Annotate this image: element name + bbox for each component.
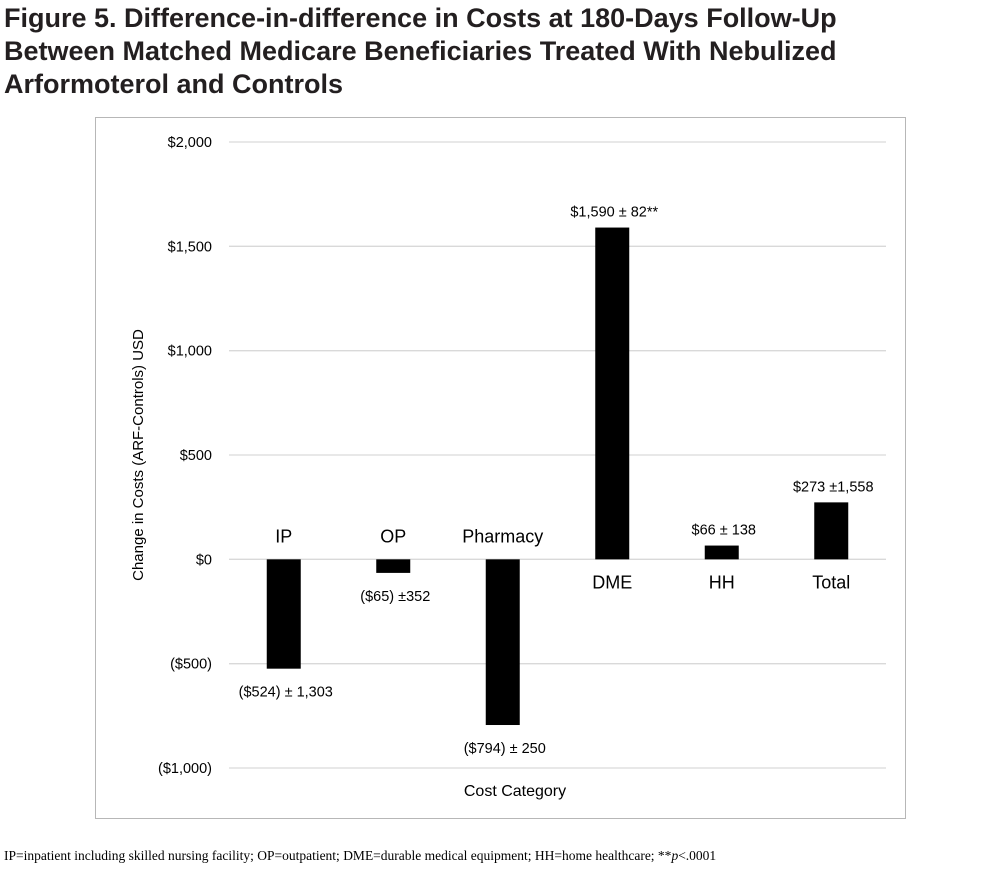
- y-tick-label: $0: [196, 552, 212, 568]
- figure-title: Figure 5. Difference-in-difference in Co…: [4, 2, 994, 101]
- figure-title-line-3: Arformoterol and Controls: [4, 69, 344, 99]
- y-tick-label: $2,000: [168, 135, 212, 151]
- bar-total: [814, 502, 849, 560]
- chart-frame: [95, 117, 906, 819]
- category-label: HH: [709, 572, 735, 592]
- bar-pharmacy: [485, 559, 520, 726]
- bar-op: [376, 559, 411, 573]
- data-label: ($524) ± 1,303: [239, 685, 333, 701]
- bar-dme: [595, 227, 630, 560]
- y-axis-label: Change in Costs (ARF-Controls) USD: [130, 329, 147, 581]
- figure-title-line-2: Between Matched Medicare Beneficiaries T…: [4, 36, 837, 66]
- category-label: DME: [592, 572, 632, 592]
- bars: [266, 227, 849, 726]
- bar-ip: [266, 559, 301, 669]
- y-tick-labels: $2,000 $1,500 $1,000 $500 $0 ($500) ($1,000): [158, 135, 212, 777]
- y-tick-label: $1,500: [168, 239, 212, 255]
- y-tick-label: ($500): [170, 657, 212, 673]
- category-label: IP: [275, 526, 292, 546]
- footnote-p-value: <.0001: [678, 848, 717, 863]
- footnote-p-label: p: [671, 848, 679, 863]
- data-label: $66 ± 138: [692, 523, 756, 539]
- category-label: OP: [380, 526, 406, 546]
- y-tick-label: ($1,000): [158, 761, 212, 777]
- data-label: ($794) ± 250: [464, 741, 546, 757]
- y-tick-label: $1,000: [168, 344, 212, 360]
- bar-hh: [704, 545, 739, 560]
- data-label: $1,590 ± 82**: [570, 205, 658, 221]
- category-labels: IP OP Pharmacy DME HH Total: [275, 526, 850, 592]
- gridlines: [229, 141, 886, 769]
- data-labels: ($524) ± 1,303 ($65) ±352 ($794) ± 250 $1,5…: [239, 205, 874, 757]
- data-label: ($65) ±352: [360, 589, 430, 605]
- category-label: Pharmacy: [462, 526, 543, 546]
- footnote: IP=inpatient including skilled nursing f…: [4, 848, 994, 864]
- footnote-text: IP=inpatient including skilled nursing f…: [4, 848, 672, 863]
- category-label: Total: [812, 572, 850, 592]
- figure-title-line-1: Figure 5. Difference-in-difference in Co…: [4, 3, 837, 33]
- data-label: $273 ±1,558: [793, 479, 874, 495]
- x-axis-label: Cost Category: [464, 783, 566, 800]
- y-tick-label: $500: [180, 448, 212, 464]
